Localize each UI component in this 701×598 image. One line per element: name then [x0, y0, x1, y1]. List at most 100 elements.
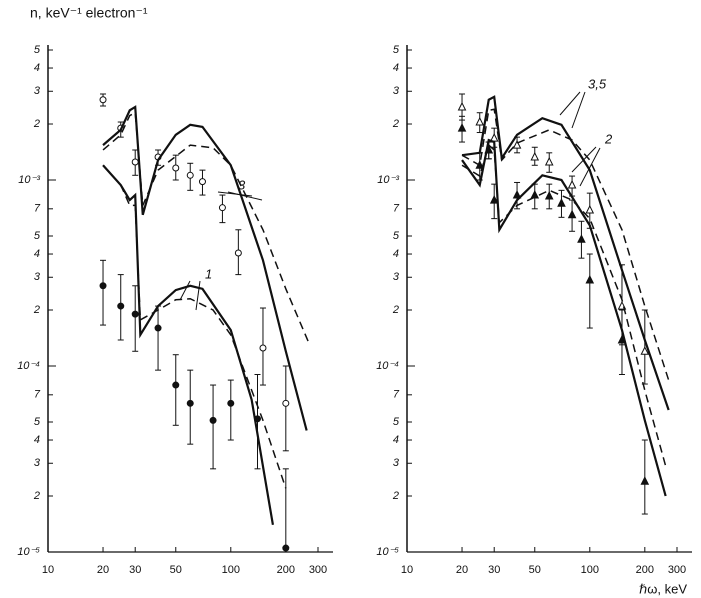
data-point [99, 282, 107, 290]
data-point [544, 190, 554, 200]
curve [461, 108, 670, 381]
y-axis-label: n, keV⁻¹ electron⁻¹ [30, 5, 148, 21]
y-tick-label: 2 [33, 490, 40, 502]
pointer [195, 280, 201, 311]
y-tick-label: 3 [393, 85, 400, 97]
y-tick-label: 2 [33, 304, 40, 316]
data-point [567, 209, 577, 219]
data-point [544, 156, 554, 166]
pointer [227, 191, 263, 201]
y-tick-label: 10⁻³ [377, 174, 399, 186]
y-tick-label: 3 [34, 85, 41, 97]
y-tick-label: 5 [34, 230, 41, 242]
x-tick-label: 300 [668, 564, 686, 576]
pointer [559, 91, 581, 116]
data-point [154, 324, 162, 332]
curve [102, 164, 274, 526]
data-point [218, 204, 226, 212]
y-tick-label: 10⁻⁵ [17, 546, 40, 558]
curve [102, 105, 308, 431]
y-tick-label: 4 [393, 62, 399, 74]
x-tick-label: 20 [456, 564, 468, 576]
data-point [585, 204, 595, 214]
y-tick-label: 4 [34, 62, 40, 74]
data-point [172, 381, 180, 389]
data-point [512, 140, 522, 149]
y-tick-label: 10⁻⁵ [376, 546, 399, 558]
curve-label: 3 [238, 177, 246, 192]
y-tick-label: 2 [392, 490, 399, 502]
data-point [282, 544, 290, 552]
data-point [640, 476, 650, 485]
pointer [179, 280, 191, 301]
data-point [557, 198, 566, 207]
x-tick-label: 100 [222, 564, 240, 576]
data-point [457, 101, 467, 111]
data-point [198, 178, 206, 186]
x-tick-label: 300 [309, 564, 327, 576]
data-point [209, 416, 217, 424]
data-point [117, 302, 125, 310]
x-tick-label: 100 [581, 564, 599, 576]
data-point [640, 346, 650, 355]
data-point [585, 274, 595, 284]
data-point [227, 399, 235, 407]
y-tick-label: 4 [393, 434, 399, 446]
x-tick-label: 200 [636, 564, 654, 576]
data-point [475, 116, 485, 126]
y-tick-label: 4 [393, 248, 399, 260]
y-tick-label: 7 [34, 389, 41, 401]
curve [102, 111, 311, 346]
data-point [172, 164, 180, 172]
data-point [457, 123, 467, 132]
x-tick-label: 10 [401, 564, 413, 576]
y-tick-label: 2 [392, 304, 399, 316]
x-tick-label: 30 [129, 564, 141, 576]
pointer [571, 91, 586, 129]
y-tick-label: 3 [393, 271, 400, 283]
y-tick-label: 5 [393, 416, 400, 428]
data-point [234, 249, 242, 257]
data-point [131, 158, 139, 166]
data-point [489, 194, 499, 204]
y-tick-label: 10⁻³ [18, 174, 40, 186]
data-point [186, 399, 194, 407]
y-tick-label: 5 [34, 44, 41, 56]
y-tick-label: 7 [34, 203, 41, 215]
y-tick-label: 10⁻⁴ [17, 360, 40, 372]
curve [461, 95, 670, 411]
data-point [512, 189, 522, 199]
y-tick-label: 2 [392, 118, 399, 130]
x-tick-label: 50 [170, 564, 182, 576]
curve-label: 3,5 [588, 76, 607, 91]
data-point [99, 96, 107, 104]
y-tick-label: 3 [34, 271, 41, 283]
y-tick-label: 5 [393, 44, 400, 56]
data-point [186, 171, 194, 179]
x-tick-label: 10 [42, 564, 54, 576]
y-tick-label: 5 [34, 416, 41, 428]
y-tick-label: 3 [393, 457, 400, 469]
data-point [282, 399, 290, 407]
x-tick-label: 50 [529, 564, 541, 576]
data-point [530, 151, 540, 161]
y-tick-label: 10⁻⁴ [376, 360, 399, 372]
curve [461, 143, 667, 467]
curve [461, 138, 667, 497]
x-tick-label: 200 [277, 564, 295, 576]
pointer [571, 146, 597, 173]
y-tick-label: 3 [34, 457, 41, 469]
y-tick-label: 4 [34, 434, 40, 446]
curve-label: 1 [205, 266, 212, 281]
data-point [131, 310, 139, 318]
x-axis-label: ℏω, keV [639, 581, 687, 596]
y-tick-label: 4 [34, 248, 40, 260]
curve-label: 2 [604, 131, 613, 146]
y-tick-label: 5 [393, 230, 400, 242]
pointer [579, 147, 601, 187]
curve [102, 164, 287, 489]
data-point [567, 179, 577, 189]
data-point [259, 344, 267, 352]
y-tick-label: 7 [393, 203, 400, 215]
